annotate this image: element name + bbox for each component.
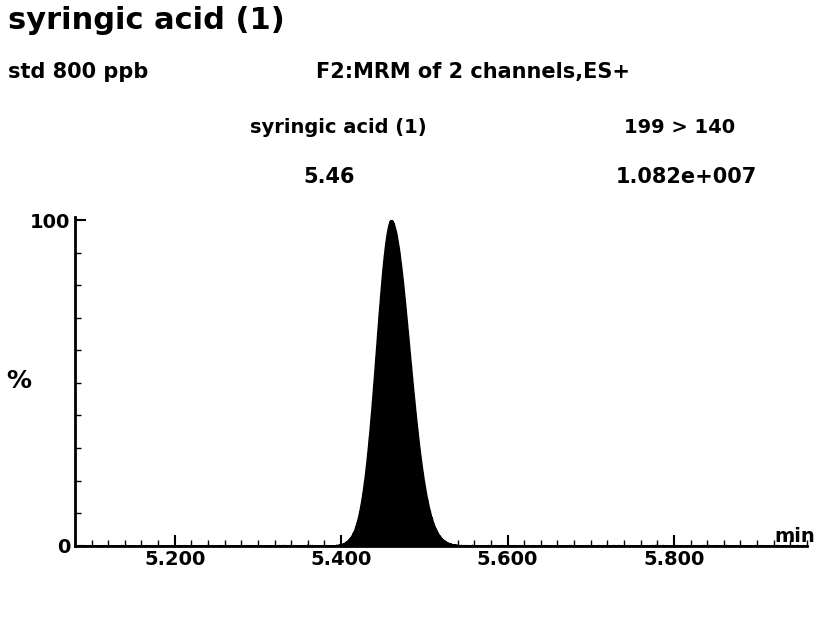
Text: std 800 ppb: std 800 ppb xyxy=(8,62,149,82)
Text: 199 > 140: 199 > 140 xyxy=(624,118,735,137)
Text: 1.082e+007: 1.082e+007 xyxy=(616,167,757,187)
Y-axis label: %: % xyxy=(6,370,31,393)
Text: F2:MRM of 2 channels,ES+: F2:MRM of 2 channels,ES+ xyxy=(316,62,630,82)
Text: min: min xyxy=(775,527,815,546)
Text: syringic acid (1): syringic acid (1) xyxy=(8,6,285,35)
Text: syringic acid (1): syringic acid (1) xyxy=(250,118,426,137)
Text: 5.46: 5.46 xyxy=(304,167,355,187)
